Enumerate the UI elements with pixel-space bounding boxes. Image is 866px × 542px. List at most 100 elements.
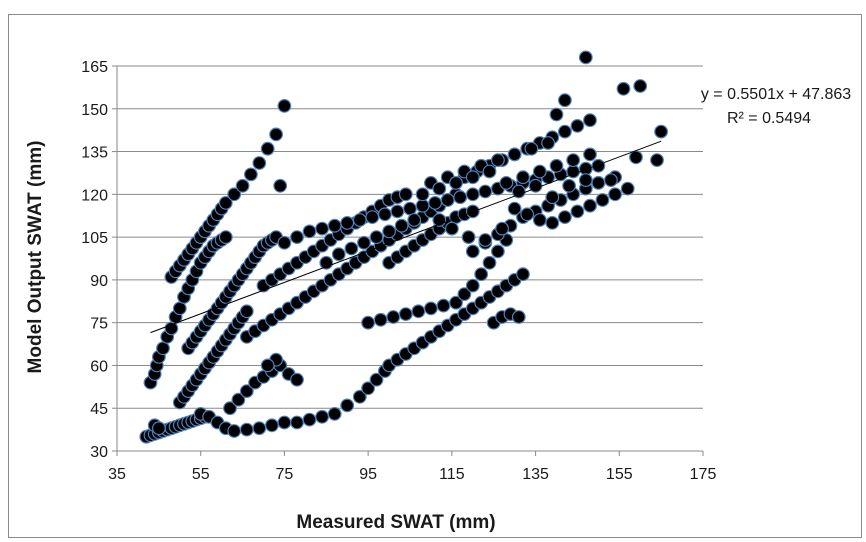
data-point (524, 141, 539, 156)
data-point (352, 389, 367, 404)
data-point (478, 184, 493, 199)
x-tick-label: 135 (522, 466, 549, 483)
tick-labels: 30 45 60 75 90 105 120 135 150 165 35 55 75 95 115 135 1… (81, 59, 716, 483)
x-tick-label: 75 (276, 466, 294, 483)
data-point (566, 153, 581, 168)
data-point (378, 207, 392, 222)
data-point (591, 158, 606, 173)
data-point (436, 298, 451, 313)
data-point (403, 201, 417, 216)
data-points (139, 50, 668, 444)
data-point (365, 210, 380, 225)
data-point (516, 170, 530, 185)
data-point (227, 187, 242, 202)
data-point (290, 230, 304, 245)
data-point (532, 213, 547, 227)
data-point (482, 255, 497, 270)
data-point (369, 372, 384, 387)
data-point (357, 235, 371, 250)
data-point (511, 310, 526, 324)
data-point (591, 175, 606, 190)
data-point (583, 198, 597, 213)
data-point (595, 193, 610, 207)
data-point (478, 233, 493, 247)
data-point (277, 235, 292, 250)
data-point (239, 384, 254, 399)
data-point (428, 195, 443, 210)
data-point (252, 156, 267, 170)
data-point (369, 230, 384, 245)
r-squared-label: R² = 0.5494 (727, 110, 811, 127)
data-point (432, 181, 447, 196)
data-point (398, 187, 413, 202)
data-point (231, 392, 246, 407)
data-point (239, 422, 254, 437)
data-point (302, 224, 317, 239)
data-point (604, 173, 618, 188)
data-point (411, 304, 426, 319)
data-point (235, 178, 250, 193)
data-point (352, 213, 367, 227)
data-point (620, 181, 635, 196)
data-point (315, 221, 330, 236)
data-point (327, 407, 342, 421)
data-point (273, 178, 288, 193)
data-point (265, 418, 279, 433)
data-point (361, 315, 376, 330)
data-point (654, 124, 668, 139)
data-point (243, 167, 258, 182)
data-point (424, 301, 438, 316)
data-point (507, 147, 522, 162)
data-point (390, 204, 405, 219)
data-point (415, 187, 430, 202)
data-point (407, 213, 422, 227)
data-point (277, 98, 292, 113)
y-tick-label: 105 (81, 230, 108, 247)
data-point (474, 267, 489, 282)
data-point (491, 153, 505, 168)
data-point (340, 398, 355, 413)
y-tick-label: 75 (90, 316, 108, 333)
data-point (558, 210, 572, 225)
x-axis-title: Measured SWAT (mm) (296, 512, 495, 533)
data-point (453, 190, 468, 205)
data-point (340, 215, 355, 230)
data-point (260, 141, 275, 156)
data-point (239, 304, 254, 319)
data-point (361, 381, 376, 396)
trendline-group (150, 140, 662, 334)
data-point (394, 218, 409, 233)
data-point (578, 161, 593, 176)
data-point (558, 93, 572, 108)
data-point (545, 215, 560, 230)
data-point (491, 244, 505, 259)
data-point (218, 230, 233, 245)
data-point (415, 198, 430, 213)
data-point (495, 221, 510, 236)
data-point (398, 307, 413, 322)
y-tick-label: 165 (81, 59, 108, 76)
data-point (465, 244, 480, 259)
data-point (449, 175, 463, 190)
data-point (499, 175, 514, 190)
x-tick-label: 155 (606, 466, 633, 483)
data-point (344, 241, 359, 256)
data-point (290, 372, 304, 387)
data-point (327, 218, 342, 233)
data-point (252, 421, 267, 436)
data-point (578, 173, 593, 188)
data-point (608, 187, 622, 202)
data-point (290, 415, 304, 430)
trendline (150, 140, 662, 334)
data-point (616, 81, 631, 96)
y-tick-label: 60 (90, 358, 108, 375)
data-point (445, 221, 459, 236)
data-point (382, 224, 397, 239)
data-point (465, 278, 480, 293)
data-point (331, 247, 346, 262)
data-point (583, 113, 597, 128)
data-point (386, 310, 401, 324)
data-point (260, 358, 275, 373)
data-point (549, 107, 564, 122)
